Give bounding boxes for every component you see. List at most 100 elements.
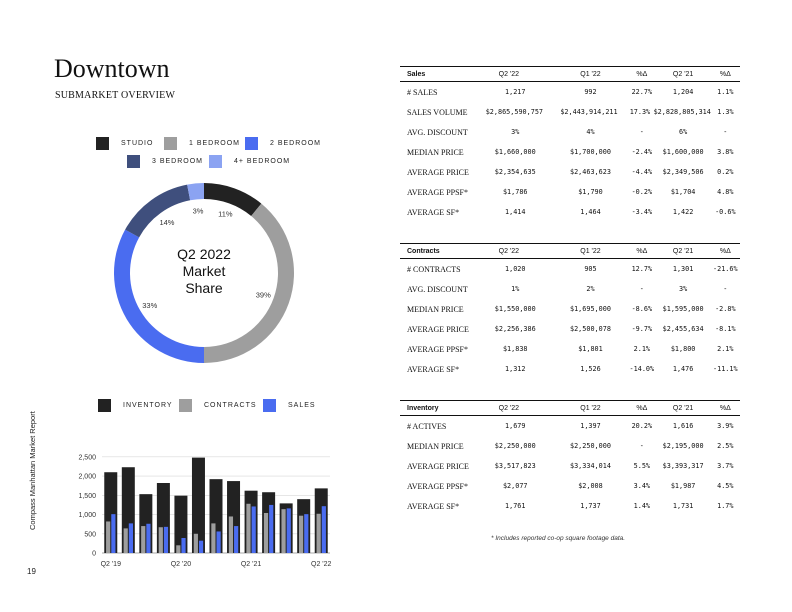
bar-legend-contracts: CONTRACTS	[179, 399, 257, 412]
bar-sales	[198, 540, 204, 553]
bar-inventory	[191, 457, 205, 553]
table-row: SALES VOLUME $2,865,590,757 $2,443,914,211…	[400, 102, 740, 122]
page-title: Downtown	[54, 54, 170, 83]
contracts-table: Contracts Q2 '22 Q1 '22 %Δ Q2 '21 %Δ # CONTRAC…	[400, 243, 740, 379]
legend-swatch	[98, 399, 111, 412]
row-label: MEDIAN PRICE	[407, 441, 464, 451]
table-cell: 1,731	[672, 502, 694, 510]
bar-contracts	[316, 513, 321, 553]
page-number: 19	[27, 567, 36, 576]
table-cell: 6%	[679, 128, 688, 136]
donut-value-label: 14%	[159, 218, 174, 227]
table-cell: 1,397	[580, 422, 601, 430]
pie-legend-4-bedroom: 4+ BEDROOM	[209, 155, 290, 168]
bar-sales	[251, 506, 256, 553]
table-cell: 3.8%	[717, 148, 734, 156]
donut-slice-studio	[204, 183, 262, 216]
table-cell: $2,256,386	[494, 325, 536, 333]
row-label: AVERAGE PRICE	[407, 461, 469, 471]
table-cell: $2,463,623	[570, 168, 611, 176]
bar-sales	[304, 514, 309, 553]
table-cell: 3.7%	[717, 462, 734, 470]
table-cell: 4.8%	[717, 188, 734, 196]
column-header: Q1 '22	[580, 247, 601, 255]
table-cell: -8.6%	[631, 305, 653, 313]
table-row: # SALES 1,217 992 22.7% 1,204 1.1%	[400, 82, 740, 102]
legend-swatch	[96, 137, 109, 150]
donut-slice-3-bedroom	[125, 184, 191, 238]
table-cell: 1,679	[505, 422, 526, 430]
table-cell: 1,422	[672, 208, 694, 216]
legend-label: SALES	[288, 402, 316, 409]
table-header: Contracts Q2 '22 Q1 '22 %Δ Q2 '21 %Δ	[400, 243, 740, 259]
table-cell: 3%	[679, 285, 688, 293]
row-label: # ACTIVES	[407, 421, 447, 431]
table-cell: 20.2%	[631, 422, 653, 430]
table-cell: $2,008	[578, 482, 603, 490]
table-cell: -2.4%	[631, 148, 653, 156]
donut-value-label: 39%	[256, 290, 271, 299]
bar-contracts	[281, 509, 286, 553]
bar-contracts	[141, 526, 146, 553]
x-tick-label: Q2 '19	[101, 561, 122, 568]
bar-contracts	[263, 513, 269, 553]
market-share-donut-chart: 11% 39% 33% 14% 3% Q2 2022 Market Share	[114, 183, 294, 363]
table-cell: -4.4%	[631, 168, 653, 176]
table-cell: -9.7%	[631, 325, 653, 333]
bar-contracts	[298, 515, 304, 553]
table-cell: $3,393,317	[662, 462, 704, 470]
legend-label: STUDIO	[121, 140, 154, 147]
row-label: AVG. DISCOUNT	[407, 284, 468, 294]
inventory-table: Inventory Q2 '22 Q1 '22 %Δ Q2 '21 %Δ # ACTIVES…	[400, 400, 740, 516]
y-tick-label: 1,000	[78, 512, 96, 519]
table-cell: 1.7%	[717, 502, 734, 510]
row-label: SALES VOLUME	[407, 107, 468, 117]
table-cell: 1,464	[580, 208, 601, 216]
bar-sales	[216, 531, 221, 553]
x-tick-label: Q2 '20	[171, 561, 192, 568]
y-tick-label: 500	[84, 531, 96, 538]
table-cell: $2,195,000	[662, 442, 704, 450]
table-row: MEDIAN PRICE $1,550,000 $1,695,000 -8.6% $1,…	[400, 299, 740, 319]
table-cell: 1,312	[505, 365, 526, 373]
table-row: AVERAGE PRICE $2,256,386 $2,500,078 -9.7% $2…	[400, 319, 740, 339]
table-row: AVG. DISCOUNT 3% 4% - 6% -	[400, 122, 740, 142]
column-header: %Δ	[636, 404, 648, 412]
table-cell: 5.5%	[633, 462, 651, 470]
table-cell: 1,476	[672, 365, 694, 373]
table-cell: $2,500,078	[570, 325, 611, 333]
table-row: AVERAGE SF* 1,312 1,526 -14.0% 1,476 -11.1%	[400, 359, 740, 379]
table-cell: $3,517,823	[494, 462, 536, 470]
table-cell: 3.9%	[717, 422, 734, 430]
donut-center-line-1: Q2 2022	[177, 246, 231, 262]
table-cell: -8.1%	[715, 325, 736, 333]
table-cell: -	[639, 442, 644, 450]
table-cell: 3.4%	[633, 482, 651, 490]
y-tick-label: 2,000	[78, 474, 96, 481]
table-cell: $1,790	[578, 188, 603, 196]
table-cell: $2,354,635	[494, 168, 536, 176]
bar-contracts	[193, 533, 198, 553]
table-cell: $3,334,014	[570, 462, 611, 470]
table-cell: 4%	[586, 128, 595, 136]
donut-value-label: 3%	[193, 206, 204, 215]
table-header: Inventory Q2 '22 Q1 '22 %Δ Q2 '21 %Δ	[400, 400, 740, 416]
table-cell: $1,800	[670, 345, 696, 353]
bar-contracts	[228, 516, 234, 553]
table-row: MEDIAN PRICE $2,250,000 $2,250,000 - $2,195,…	[400, 436, 740, 456]
table-cell: 1,737	[580, 502, 601, 510]
table-cell: -	[639, 128, 644, 136]
table-row: AVERAGE SF* 1,761 1,737 1.4% 1,731 1.7%	[400, 496, 740, 516]
bar-contracts	[123, 528, 128, 553]
column-header: Q2 '22	[498, 247, 520, 255]
y-tick-label: 0	[92, 551, 96, 558]
bar-contracts	[246, 503, 251, 553]
column-header: Inventory	[407, 404, 439, 412]
table-cell: $2,250,000	[494, 442, 536, 450]
table-cell: 1,301	[672, 265, 694, 273]
table-cell: 2.1%	[633, 345, 651, 353]
pie-legend-1-bedroom: 1 BEDROOM	[164, 137, 240, 150]
footnote: * Includes reported co-op square footage…	[491, 535, 626, 542]
column-header: %Δ	[636, 70, 648, 78]
bar-legend-sales: SALES	[263, 399, 316, 412]
